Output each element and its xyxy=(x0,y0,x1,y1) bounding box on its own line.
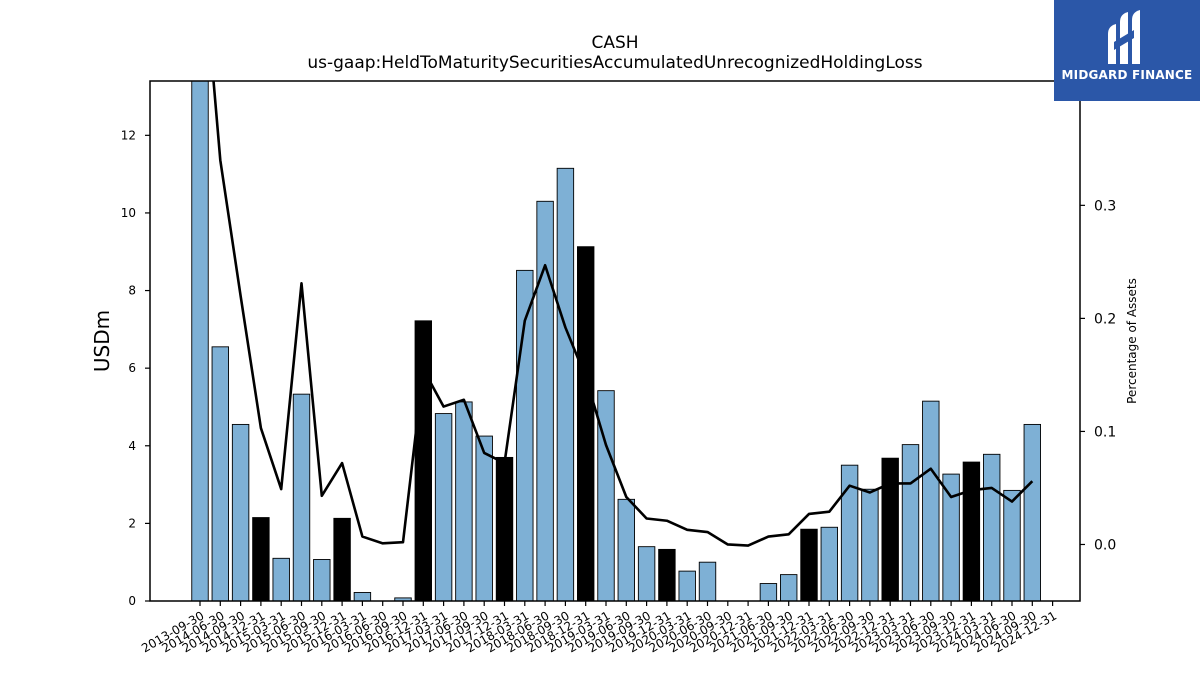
y-tick-label: 4 xyxy=(128,439,136,453)
y2-tick-label: 0.0 xyxy=(1094,537,1116,553)
bar-2015-06-30 xyxy=(292,393,311,602)
plot-frame xyxy=(149,80,1081,602)
y-tick-label: 12 xyxy=(121,128,136,142)
chart-subtitle: us-gaap:HeldToMaturitySecuritiesAccumula… xyxy=(307,53,922,73)
y-tick-label: 2 xyxy=(128,516,136,530)
bar-2017-09-30 xyxy=(475,435,493,602)
bar-2023-06-30 xyxy=(922,400,940,602)
bar-2015-12-31 xyxy=(333,517,351,602)
y2-tick-label: 0.1 xyxy=(1094,424,1116,440)
line-layer xyxy=(212,81,1034,547)
y2-tick-label: 0.3 xyxy=(1094,198,1116,214)
y-tick-label: 0 xyxy=(128,594,136,608)
bar-2015-03-31 xyxy=(272,557,290,602)
bar-2023-09-30 xyxy=(942,473,960,602)
bar-2017-03-31 xyxy=(434,413,453,602)
y2-axis: 0.0 0.1 0.2 0.3 xyxy=(1080,198,1116,553)
y-tick-label: 10 xyxy=(121,206,136,220)
bar-2024-06-30 xyxy=(1003,489,1021,602)
bar-2018-06-30 xyxy=(536,200,554,602)
bar-2013-09-30 xyxy=(191,80,209,602)
bar-2019-12-31 xyxy=(658,548,676,602)
y-tick-label: 6 xyxy=(128,361,136,375)
bar-2024-09-30 xyxy=(1023,423,1042,602)
chart-title: CASH xyxy=(591,33,638,53)
bar-2014-09-30 xyxy=(231,423,250,602)
bar-2020-03-31 xyxy=(678,570,696,602)
bar-2023-12-31 xyxy=(962,461,981,602)
bar-2021-09-30 xyxy=(780,574,798,602)
bar-2022-03-31 xyxy=(820,526,838,602)
bar-2018-09-30 xyxy=(556,167,575,602)
bar-2017-06-30 xyxy=(455,401,473,602)
y-axis-label: USDm xyxy=(90,310,114,372)
bar-2014-12-31 xyxy=(252,517,270,602)
bar-2022-12-31 xyxy=(881,457,899,602)
bar-2017-12-31 xyxy=(495,456,514,602)
x-axis: 2013-09-302014-06-302014-09-302014-12-31… xyxy=(139,601,1059,655)
bar-2021-12-31 xyxy=(800,528,818,602)
bar-2021-06-30 xyxy=(759,583,778,602)
midgard-logo-icon xyxy=(1108,10,1140,64)
bar-2015-09-30 xyxy=(313,559,331,602)
bar-2020-06-30 xyxy=(698,561,717,602)
bar-2024-03-31 xyxy=(983,453,1001,602)
y-tick-label: 8 xyxy=(128,284,136,298)
y-axis: 0 2 4 6 8 10 12 xyxy=(121,128,150,608)
brand-logo: MIDGARD FINANCE xyxy=(1054,0,1200,101)
bar-2014-06-30 xyxy=(211,346,230,602)
bar-2016-03-31 xyxy=(353,592,372,602)
pct-assets-line xyxy=(212,81,1034,547)
y2-axis-label: Percentage of Assets xyxy=(1125,278,1139,404)
y2-tick-label: 0.2 xyxy=(1094,311,1116,327)
bar-2019-06-30 xyxy=(617,498,635,602)
bar-2019-09-30 xyxy=(637,546,656,602)
bar-2016-12-31 xyxy=(414,320,432,602)
bars-layer xyxy=(191,80,1042,602)
bar-2022-09-30 xyxy=(861,488,879,602)
brand-name: MIDGARD FINANCE xyxy=(1061,68,1193,82)
bar-2023-03-31 xyxy=(901,444,920,602)
bar-2018-12-31 xyxy=(577,246,595,602)
